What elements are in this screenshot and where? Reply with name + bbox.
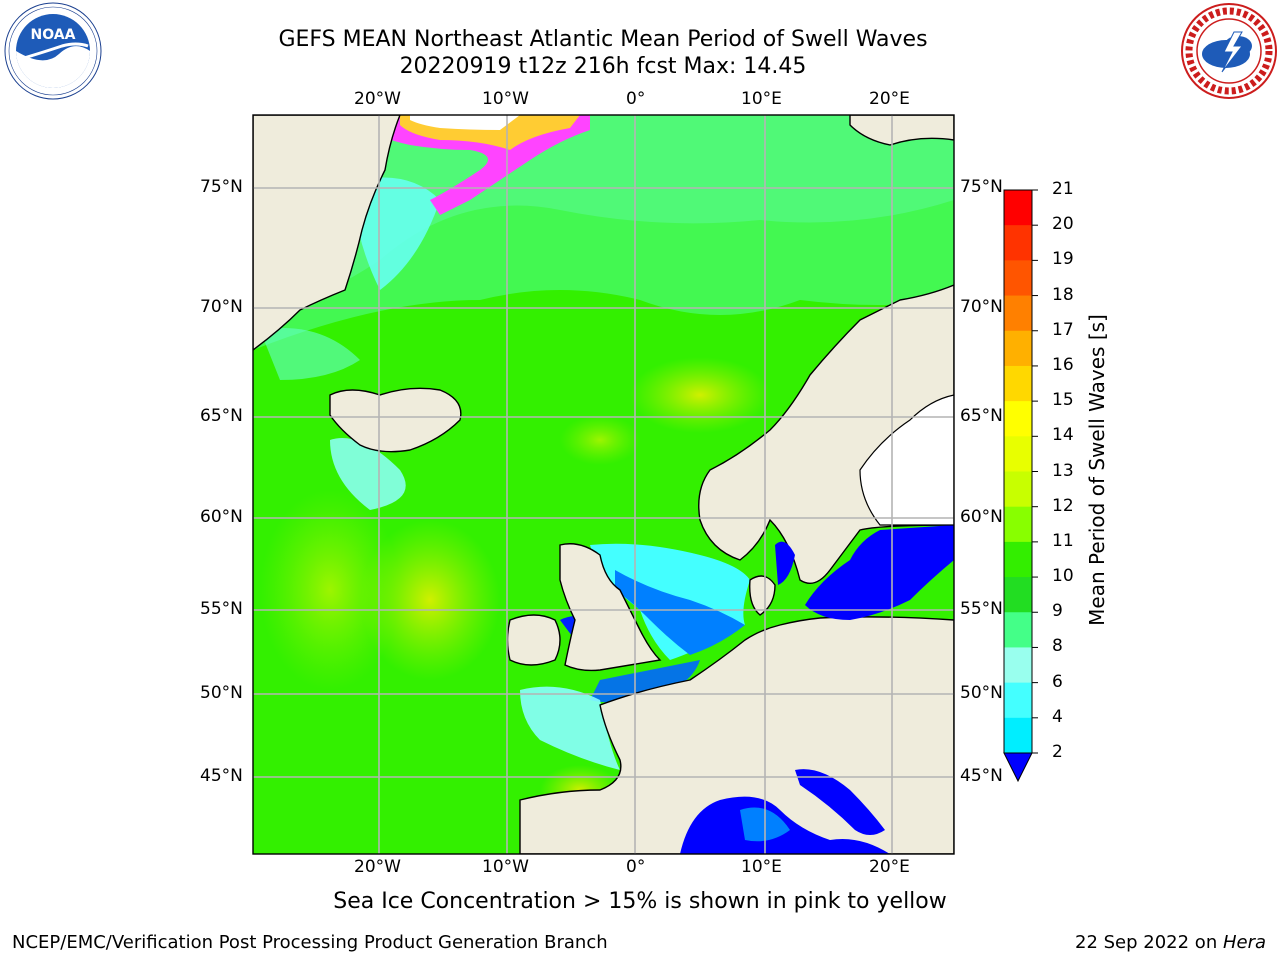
colorbar-tick-label: 18	[1052, 284, 1074, 305]
lon-label-bottom-10w: 10°W	[482, 857, 529, 877]
colorbar-tick-label: 8	[1052, 636, 1063, 657]
lat-label-right-75n: 75°N	[960, 177, 1003, 197]
colorbar-tick-label: 9	[1052, 601, 1063, 622]
colorbar-tick-label: 10	[1052, 566, 1074, 587]
colorbar-segment	[1004, 436, 1032, 472]
footer-producer: NCEP/EMC/Verification Post Processing Pr…	[12, 932, 608, 953]
colorbar-tick-label: 12	[1052, 495, 1074, 516]
lat-label-right-60n: 60°N	[960, 507, 1003, 527]
map-area	[253, 115, 954, 854]
chart-subtitle: 20220919 t12z 216h fcst Max: 14.45	[399, 54, 807, 79]
lat-label-right-70n: 70°N	[960, 297, 1003, 317]
swell-adriatic	[795, 769, 885, 835]
map-frame	[252, 114, 955, 855]
lon-label-bottom-0: 0°	[626, 857, 646, 877]
colorbar-segment	[1004, 612, 1032, 648]
colorbar-segment	[1004, 190, 1032, 226]
land-ireland	[506, 614, 561, 666]
colorbar-segment	[1004, 401, 1032, 437]
colorbar-segment	[1004, 506, 1032, 543]
colorbar-tick-label: 21	[1052, 179, 1074, 199]
swell-biscay-coast	[520, 686, 620, 770]
swell-baltic	[805, 525, 954, 620]
swell-cyan-iceland-sw	[330, 438, 406, 510]
swell-band-north-2	[253, 115, 954, 320]
swell-cyan-denmark-strait	[260, 328, 360, 380]
chart-title: GEFS MEAN Northeast Atlantic Mean Period…	[278, 27, 928, 52]
lat-label-right-50n: 50°N	[960, 683, 1003, 703]
land-greenland	[253, 115, 401, 351]
lat-label-right-55n: 55°N	[960, 599, 1003, 619]
lon-label-bottom-10e: 10°E	[741, 857, 782, 877]
lon-label-top-0: 0°	[626, 89, 646, 109]
land-denmark	[749, 575, 776, 616]
colorbar-title: Mean Period of Swell Waves [s]	[1085, 314, 1109, 626]
colorbar-tick-label: 2	[1052, 742, 1063, 762]
colorbar-tick-label: 4	[1052, 706, 1063, 727]
colorbar-segment	[1004, 330, 1032, 367]
footer-date-text: 22 Sep 2022 on	[1075, 932, 1223, 953]
swell-north-sea-blue	[615, 570, 745, 655]
colorbar-segment	[1004, 365, 1032, 402]
graticule	[253, 115, 954, 854]
swell-high-south	[260, 490, 400, 690]
colorbar-tick-label: 14	[1052, 425, 1074, 446]
noaa-logo: NOAA	[4, 2, 102, 100]
colorbar-tick-label: 6	[1052, 671, 1063, 692]
swell-channel	[590, 660, 700, 703]
colorbar-tick-label: 17	[1052, 319, 1074, 340]
footer-date: 22 Sep 2022 on Hera	[1075, 932, 1266, 953]
lat-label-left-55n: 55°N	[200, 599, 243, 619]
noaa-logo-text: NOAA	[31, 27, 76, 43]
sea-ice-edge	[370, 115, 590, 215]
lon-label-top-20e: 20°E	[869, 89, 910, 109]
lon-label-top-10w: 10°W	[482, 89, 529, 109]
lon-label-bottom-20w: 20°W	[354, 857, 401, 877]
colorbar-segment	[1004, 260, 1032, 297]
land-svalbard	[849, 115, 954, 146]
colorbar-segment	[1004, 471, 1032, 508]
lat-label-left-65n: 65°N	[200, 406, 243, 426]
colorbar	[1003, 189, 1038, 783]
land-iceland	[329, 387, 462, 453]
sea-ice-caption: Sea Ice Concentration > 15% is shown in …	[333, 889, 947, 914]
swell-cyan-greenland	[355, 177, 440, 290]
colorbar-tick-label: 20	[1052, 214, 1074, 235]
lat-label-left-70n: 70°N	[200, 297, 243, 317]
colorbar-tick-label: 19	[1052, 249, 1074, 270]
lat-label-left-45n: 45°N	[200, 766, 243, 786]
lon-label-top-10e: 10°E	[741, 89, 782, 109]
colorbar-segment	[1004, 647, 1032, 684]
lat-label-left-75n: 75°N	[200, 177, 243, 197]
colorbar-segment	[1004, 717, 1032, 754]
lat-label-right-65n: 65°N	[960, 406, 1003, 426]
lon-label-top-20w: 20°W	[354, 89, 401, 109]
colorbar-tick-label: 13	[1052, 460, 1074, 481]
colorbar-tick-label: 11	[1052, 530, 1074, 551]
colorbar-segment	[1004, 225, 1032, 261]
colorbar-tick-label: 15	[1052, 390, 1074, 411]
lat-label-left-60n: 60°N	[200, 507, 243, 527]
footer-host: Hera	[1222, 932, 1266, 953]
swell-bothnia-white	[859, 394, 954, 526]
lat-label-left-50n: 50°N	[200, 683, 243, 703]
swell-high-norwegian-sea	[560, 415, 640, 465]
colorbar-segment	[1004, 541, 1032, 578]
sea-ice-inner	[410, 115, 520, 130]
colorbar-segment	[1004, 295, 1032, 332]
lon-label-bottom-20e: 20°E	[869, 857, 910, 877]
swell-high-norway	[630, 357, 770, 433]
colorbar-tick-label: 16	[1052, 354, 1074, 375]
nws-logo	[1180, 2, 1278, 100]
colorbar-segment	[1004, 682, 1032, 719]
lat-label-right-45n: 45°N	[960, 766, 1003, 786]
colorbar-segment	[1004, 577, 1032, 613]
colorbar-extend-triangle	[1003, 752, 1033, 783]
swell-kattegat	[775, 541, 795, 585]
